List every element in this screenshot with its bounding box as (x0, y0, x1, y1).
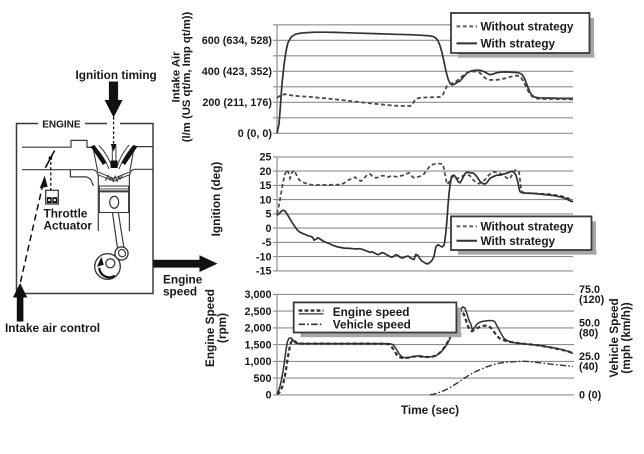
svg-text:25: 25 (259, 152, 271, 164)
svg-text:15: 15 (259, 180, 271, 192)
svg-text:ENGINE: ENGINE (42, 120, 81, 131)
svg-text:Ignition (deg): Ignition (deg) (209, 162, 223, 237)
svg-text:Without strategy: Without strategy (481, 220, 574, 234)
svg-text:Engine Speed(rpm): Engine Speed(rpm) (203, 289, 229, 367)
svg-text:Actuator: Actuator (44, 219, 93, 233)
svg-text:500: 500 (253, 373, 271, 385)
svg-text:200 (211, 176): 200 (211, 176) (202, 97, 272, 109)
svg-text:(120): (120) (579, 294, 605, 306)
svg-text:-5: -5 (262, 237, 272, 249)
svg-text:Vehicle Speed(mph (km/h)): Vehicle Speed(mph (km/h)) (607, 298, 633, 377)
svg-text:Engine speed: Engine speed (333, 305, 410, 319)
svg-text:3,000: 3,000 (244, 289, 271, 301)
svg-text:10: 10 (259, 194, 271, 206)
svg-text:(40): (40) (579, 361, 599, 373)
svg-text:-15: -15 (256, 266, 272, 278)
svg-text:1,000: 1,000 (244, 356, 271, 368)
svg-text:400 (423, 352): 400 (423, 352) (202, 66, 273, 78)
svg-text:2,000: 2,000 (244, 323, 271, 335)
svg-text:0: 0 (265, 390, 271, 402)
svg-text:5: 5 (265, 209, 271, 221)
svg-text:600 (634, 528): 600 (634, 528) (202, 35, 273, 47)
svg-text:Intake Air(l/m (US qt/m, Imp q: Intake Air(l/m (US qt/m, Imp qt/m)) (171, 12, 194, 143)
svg-text:0 (0): 0 (0) (579, 390, 602, 402)
svg-text:Time (sec): Time (sec) (401, 403, 459, 417)
svg-text:0: 0 (265, 223, 271, 235)
svg-text:1,500: 1,500 (244, 339, 271, 351)
svg-text:25.0: 25.0 (579, 351, 600, 363)
svg-text:speed: speed (163, 285, 197, 299)
svg-text:With strategy: With strategy (481, 37, 556, 51)
svg-text:With strategy: With strategy (481, 234, 556, 248)
svg-text:Throttle: Throttle (44, 207, 88, 221)
svg-text:-10: -10 (256, 251, 272, 263)
svg-text:Vehicle speed: Vehicle speed (333, 318, 411, 332)
svg-text:75.0: 75.0 (579, 284, 600, 296)
svg-text:Ignition timing: Ignition timing (76, 68, 157, 82)
svg-text:Without strategy: Without strategy (481, 20, 574, 34)
svg-text:2,500: 2,500 (244, 306, 271, 318)
svg-text:50.0: 50.0 (579, 318, 600, 330)
svg-text:20: 20 (259, 166, 271, 178)
svg-text:(80): (80) (579, 328, 599, 340)
svg-text:Intake air control: Intake air control (5, 321, 100, 335)
svg-text:Engine: Engine (163, 273, 203, 287)
svg-text:0 (0, 0): 0 (0, 0) (238, 128, 273, 140)
